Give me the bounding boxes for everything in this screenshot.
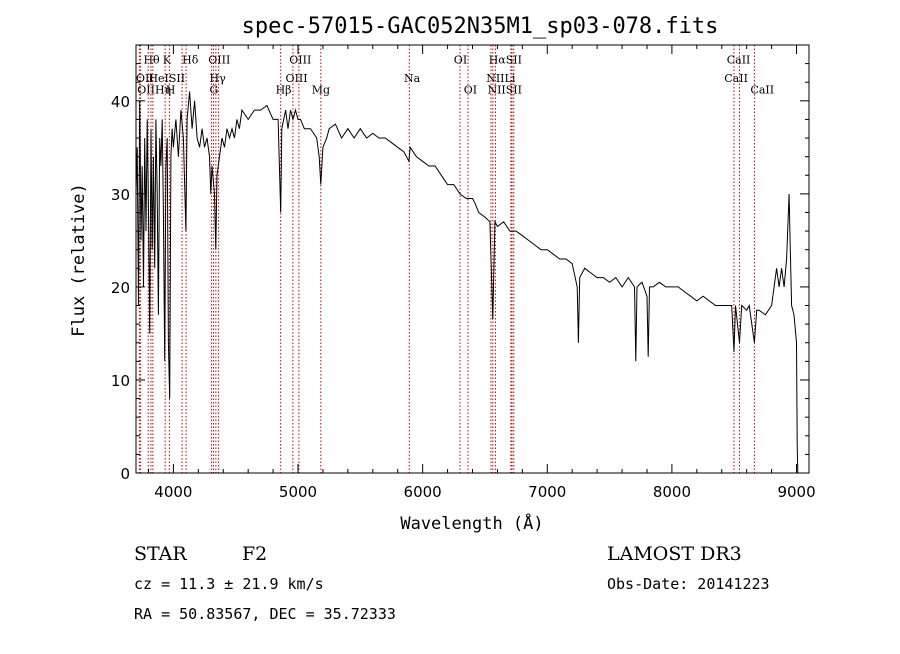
line-label-13: Mg [312, 83, 330, 96]
y-tick-label: 40 [111, 93, 130, 111]
y-tick-label: 20 [111, 279, 130, 297]
line-label-5: H [166, 83, 176, 96]
line-label-14: Na [404, 72, 421, 85]
line-label-7: OIII [208, 54, 230, 67]
line-label-12: OIII [286, 72, 308, 85]
line-label-6: Hδ [182, 54, 199, 67]
y-tick-label: 30 [111, 186, 130, 204]
line-label-1: OII [136, 72, 154, 85]
line-label-3: K [163, 54, 172, 67]
object-class: STAR [134, 543, 187, 565]
spectrum-line-0 [135, 91, 799, 474]
line-label-9: G [210, 83, 219, 96]
x-tick-label: 7000 [528, 483, 566, 501]
line-label-19: NIISII [487, 83, 522, 96]
y-axis-label: Flux (relative) [69, 183, 89, 337]
observation-date: Obs-Date: 20141223 [607, 575, 770, 593]
spectrum-series [135, 91, 799, 474]
line-label-4: HeISII [148, 72, 185, 85]
line-label-20: CaII [727, 54, 751, 67]
line-label-22: CaII [750, 83, 774, 96]
coordinates-readout: RA = 50.83567, DEC = 35.72333 [134, 605, 396, 623]
line-label-17: HαSII [489, 54, 522, 67]
x-tick-label: 6000 [404, 483, 442, 501]
emission-line-markers [138, 45, 755, 473]
redshift-readout: cz = 11.3 ± 21.9 km/s [134, 575, 324, 593]
line-label-2: OIIHη [137, 83, 171, 96]
survey-name: LAMOST DR3 [607, 543, 742, 565]
line-label-0: Hθ [143, 54, 160, 67]
line-label-8: Hγ [210, 72, 227, 85]
chart-title: spec-57015-GAC052N35M1_sp03-078.fits [242, 14, 719, 39]
x-tick-label: 9000 [777, 483, 815, 501]
line-label-18: NIILi [486, 72, 516, 85]
x-tick-label: 8000 [653, 483, 691, 501]
y-tick-label: 0 [120, 465, 130, 483]
x-axis-label: Wavelength (Å) [400, 512, 543, 534]
plot-frame [135, 44, 810, 474]
line-label-16: OI [464, 83, 477, 96]
x-tick-label: 5000 [279, 483, 317, 501]
line-label-10: Hβ [276, 83, 292, 96]
line-label-15: OI [454, 54, 467, 67]
y-tick-label: 10 [111, 372, 130, 390]
object-subclass: F2 [242, 543, 267, 565]
axes: 4000 5000 6000 7000 8000 9000 0 10 20 30 40 [111, 44, 816, 501]
line-label-11: OIII [289, 54, 311, 67]
line-label-21: CaII [724, 72, 748, 85]
x-tick-label: 4000 [154, 483, 192, 501]
